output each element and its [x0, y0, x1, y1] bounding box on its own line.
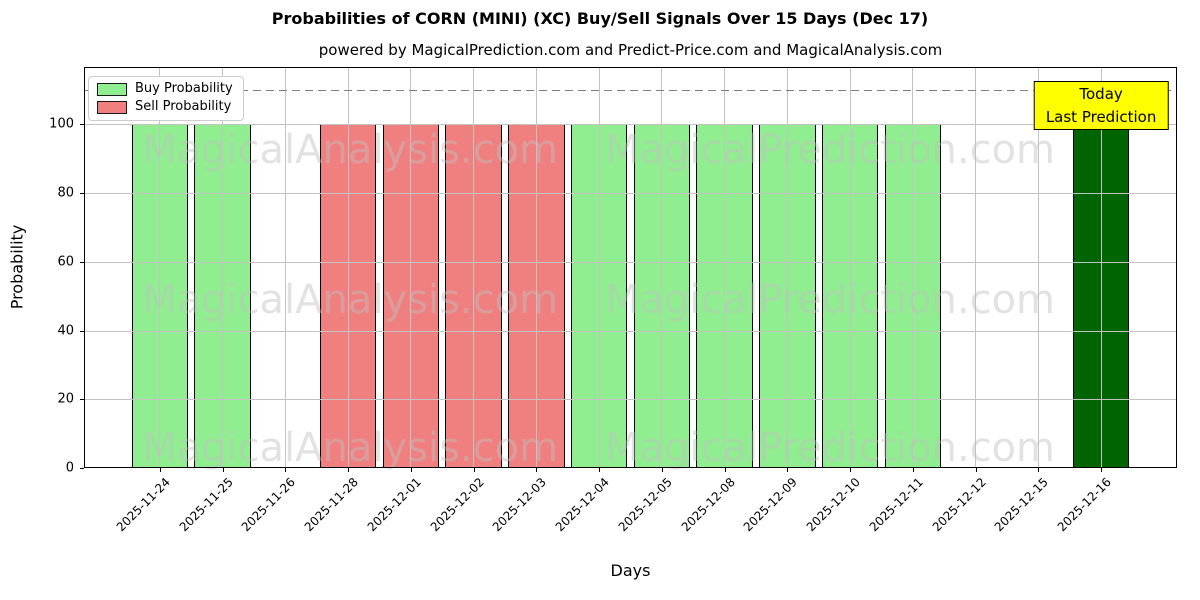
y-tick-label: 40 [57, 323, 74, 339]
x-tick [348, 468, 350, 472]
y-tick-label: 0 [65, 460, 74, 476]
legend-item-sell: Sell Probability [97, 99, 233, 114]
x-tick [159, 468, 161, 472]
y-tick-label: 80 [57, 185, 74, 201]
gridline-vertical [724, 67, 726, 468]
y-tick [80, 261, 84, 263]
x-tick-label: 2025-12-08 [678, 475, 738, 535]
x-tick-label: 2025-12-01 [364, 475, 424, 535]
x-tick [912, 468, 914, 472]
gridline-horizontal [84, 124, 1177, 126]
today-annotation-line2: Last Prediction [1045, 107, 1157, 126]
chart-subtitle: powered by MagicalPrediction.com and Pre… [318, 41, 943, 59]
gridline-vertical [661, 67, 663, 468]
gridline-horizontal [84, 261, 1177, 263]
x-tick [599, 468, 601, 472]
x-tick [661, 468, 663, 472]
buy-swatch-icon [97, 83, 127, 96]
gridline-vertical [1100, 67, 1102, 468]
x-tick-label: 2025-12-05 [615, 475, 675, 535]
watermark-text: MagicalPrediction.com [605, 425, 1055, 471]
sell-swatch-icon [97, 101, 127, 114]
gridline-vertical [1037, 67, 1039, 468]
x-tick-label: 2025-12-12 [929, 475, 989, 535]
x-tick-label: 2025-12-15 [992, 475, 1052, 535]
x-tick [850, 468, 852, 472]
watermark-text: MagicalPrediction.com [605, 277, 1055, 323]
y-tick-label: 100 [49, 116, 74, 132]
x-tick [285, 468, 287, 472]
gridline-vertical [410, 67, 412, 468]
watermark-text: MagicalPrediction.com [605, 127, 1055, 173]
x-tick-label: 2025-11-28 [301, 475, 362, 535]
x-tick [724, 468, 726, 472]
gridline-horizontal [84, 330, 1177, 332]
gridline-vertical [849, 67, 851, 468]
x-tick-label: 2025-12-10 [803, 475, 863, 535]
gridline-horizontal [84, 193, 1177, 195]
gridline-vertical [598, 67, 600, 468]
x-tick-label: 2025-11-24 [113, 475, 173, 535]
gridline-vertical [473, 67, 475, 468]
threshold-dashed-line [84, 89, 1177, 91]
y-tick [80, 330, 84, 332]
x-tick [1101, 468, 1103, 472]
gridline-vertical [159, 67, 161, 468]
y-tick-label: 60 [57, 254, 74, 270]
y-tick [80, 124, 84, 126]
gridline-vertical [347, 67, 349, 468]
x-tick [1038, 468, 1040, 472]
today-annotation: Today Last Prediction [1033, 81, 1169, 130]
legend-item-buy: Buy Probability [97, 81, 233, 96]
y-tick [80, 468, 84, 469]
x-tick-label: 2025-12-09 [741, 475, 801, 535]
gridline-horizontal [84, 399, 1177, 401]
x-tick [536, 468, 538, 472]
plot-area: Buy Probability Sell Probability Today L… [84, 67, 1177, 471]
x-tick-label: 2025-12-02 [427, 475, 487, 535]
y-tick [80, 399, 84, 401]
x-tick [975, 468, 977, 472]
x-tick-label: 2025-11-26 [239, 475, 299, 535]
x-tick-label: 2025-12-16 [1054, 475, 1114, 535]
gridline-vertical [912, 67, 914, 468]
legend: Buy Probability Sell Probability [88, 76, 244, 121]
y-tick-label: 20 [57, 391, 74, 407]
x-tick-label: 2025-12-04 [552, 475, 613, 535]
y-tick [80, 193, 84, 195]
x-axis-label: Days [610, 561, 651, 580]
gridline-vertical [786, 67, 788, 468]
x-tick [410, 468, 412, 472]
today-annotation-line1: Today [1079, 85, 1123, 103]
chart-title: Probabilities of CORN (MINI) (XC) Buy/Se… [271, 9, 929, 28]
gridline-vertical [535, 67, 537, 468]
legend-label-sell: Sell Probability [135, 99, 232, 114]
x-tick-label: 2025-12-03 [490, 475, 550, 535]
x-tick [222, 468, 224, 472]
x-tick-label: 2025-12-11 [866, 475, 926, 535]
gridline-vertical [284, 67, 286, 468]
watermark-text: MagicalAnalysis.com [141, 277, 559, 323]
watermark-text: MagicalAnalysis.com [141, 127, 559, 173]
x-tick-label: 2025-11-25 [176, 475, 236, 535]
watermark-text: MagicalAnalysis.com [141, 425, 559, 471]
x-tick [473, 468, 475, 472]
legend-label-buy: Buy Probability [135, 81, 233, 96]
x-tick [787, 468, 789, 472]
gridline-vertical [222, 67, 224, 468]
gridline-vertical [975, 67, 977, 468]
